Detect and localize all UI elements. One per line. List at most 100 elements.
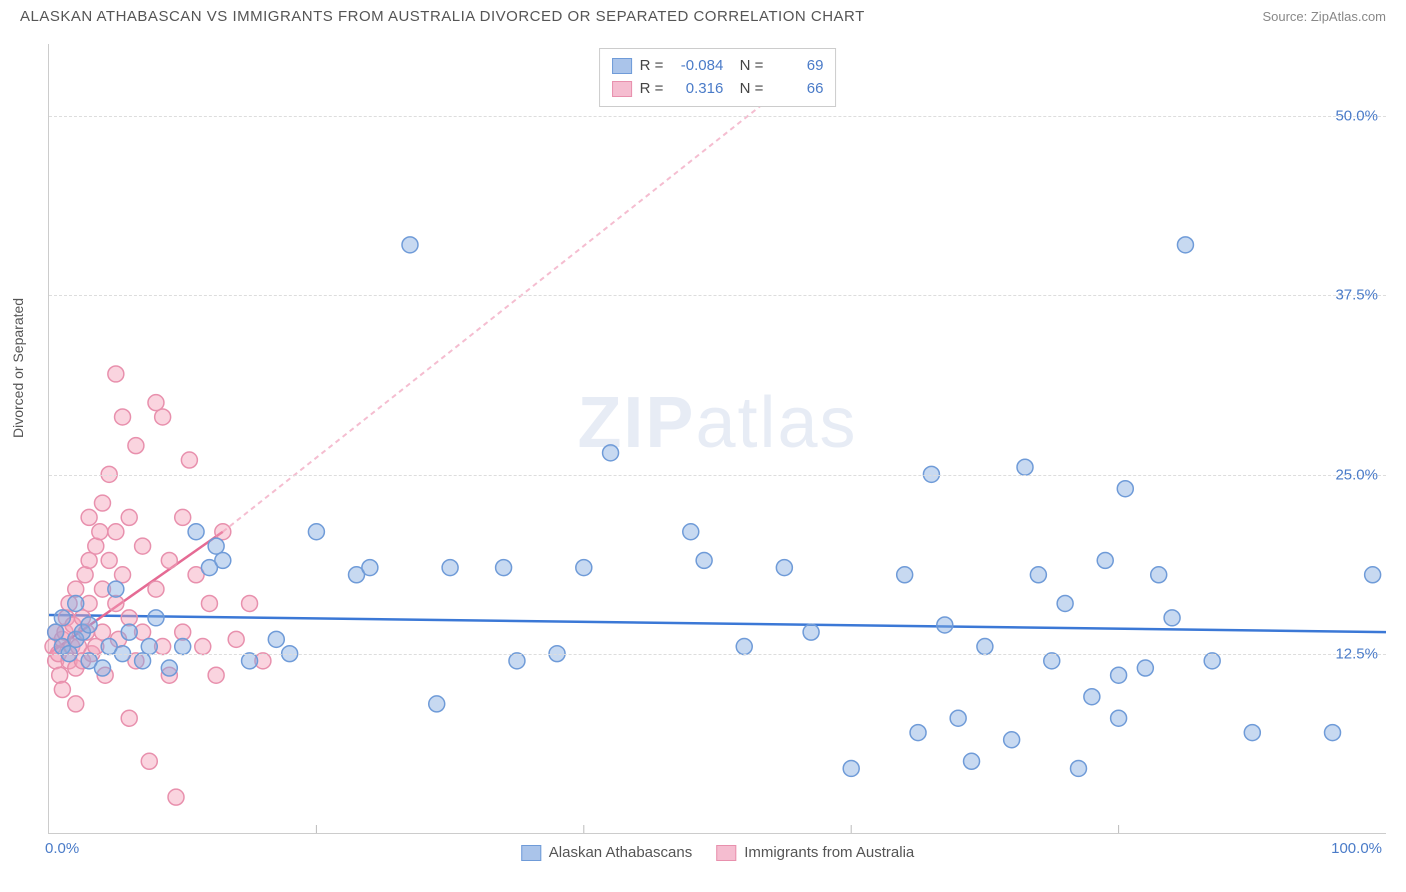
data-point [48,624,64,640]
data-point [148,581,164,597]
data-point [736,639,752,655]
data-point [776,560,792,576]
data-point [54,610,70,626]
data-point [1070,760,1086,776]
data-point [52,667,68,683]
legend-item-athabascan: Alaskan Athabascans [521,844,692,861]
data-point [1057,595,1073,611]
data-point [121,624,137,640]
data-point [1111,710,1127,726]
data-point [121,610,137,626]
scatter-svg [49,44,1386,833]
data-point [1137,660,1153,676]
data-point [175,639,191,655]
data-point [121,710,137,726]
data-point [115,567,131,583]
data-point [81,509,97,525]
r-value-athabascan: -0.084 [671,55,723,78]
data-point [1325,725,1341,741]
data-point [977,639,993,655]
data-point [101,552,117,568]
x-min-label: 0.0% [45,840,79,857]
data-point [161,552,177,568]
y-tick-label: 12.5% [1335,646,1378,663]
data-point [141,753,157,769]
gridline-h [49,654,1386,655]
data-point [68,595,84,611]
data-point [108,524,124,540]
data-point [1177,237,1193,253]
swatch-athabascan [612,58,632,74]
swatch-australia-icon [716,845,736,861]
gridline-h [49,116,1386,117]
data-point [208,538,224,554]
data-point [195,639,211,655]
y-axis-label: Divorced or Separated [10,298,26,438]
data-point [188,524,204,540]
data-point [181,452,197,468]
source-attribution: Source: ZipAtlas.com [1262,9,1386,24]
y-tick-label: 50.0% [1335,107,1378,124]
data-point [135,538,151,554]
data-point [442,560,458,576]
data-point [429,696,445,712]
data-point [92,524,108,540]
data-point [362,560,378,576]
data-point [228,631,244,647]
data-point [576,560,592,576]
data-point [128,438,144,454]
legend-item-australia: Immigrants from Australia [716,844,914,861]
data-point [161,660,177,676]
legend-label-athabascan: Alaskan Athabascans [549,844,692,861]
data-point [1365,567,1381,583]
data-point [77,567,93,583]
stats-row-athabascan: R = -0.084 N = 69 [612,55,824,78]
data-point [94,660,110,676]
data-point [208,667,224,683]
data-point [1164,610,1180,626]
data-point [108,581,124,597]
gridline-h [49,475,1386,476]
r-value-australia: 0.316 [671,78,723,101]
n-value-australia: 66 [771,78,823,101]
y-tick-label: 37.5% [1335,287,1378,304]
data-point [115,409,131,425]
data-point [54,682,70,698]
data-point [1244,725,1260,741]
stats-row-australia: R = 0.316 N = 66 [612,78,824,101]
data-point [1004,732,1020,748]
data-point [175,624,191,640]
data-point [1030,567,1046,583]
data-point [696,552,712,568]
data-point [803,624,819,640]
y-tick-label: 25.0% [1335,466,1378,483]
data-point [215,524,231,540]
data-point [683,524,699,540]
data-point [603,445,619,461]
data-point [215,552,231,568]
data-point [402,237,418,253]
data-point [148,610,164,626]
data-point [950,710,966,726]
data-point [68,696,84,712]
data-point [141,639,157,655]
data-point [1017,459,1033,475]
n-value-athabascan: 69 [771,55,823,78]
chart-title: ALASKAN ATHABASCAN VS IMMIGRANTS FROM AU… [20,8,865,25]
data-point [268,631,284,647]
data-point [94,495,110,511]
data-point [308,524,324,540]
swatch-athabascan-icon [521,845,541,861]
data-point [148,395,164,411]
data-point [1117,481,1133,497]
data-point [81,552,97,568]
data-point [88,538,104,554]
data-point [843,760,859,776]
data-point [1151,567,1167,583]
data-point [964,753,980,769]
data-point [121,509,137,525]
data-point [175,509,191,525]
swatch-australia [612,81,632,97]
data-point [1111,667,1127,683]
data-point [108,366,124,382]
